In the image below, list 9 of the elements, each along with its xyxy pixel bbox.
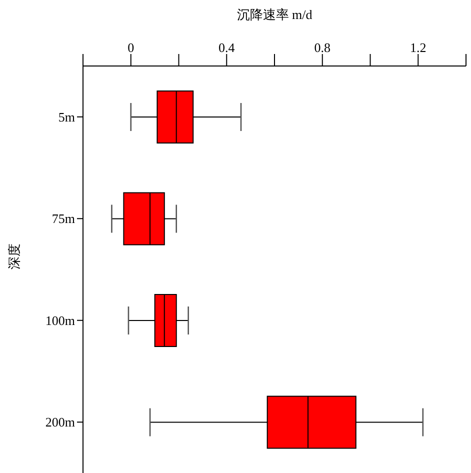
y-tick-label: 100m bbox=[45, 312, 75, 328]
x-tick-label: 0.8 bbox=[314, 40, 330, 55]
y-tick-label: 5m bbox=[58, 109, 75, 124]
y-tick-label: 200m bbox=[45, 414, 75, 430]
y-tick-label: 75m bbox=[52, 211, 75, 226]
x-tick-label: 0 bbox=[128, 40, 134, 55]
x-axis-title: 沉降速率 m/d bbox=[236, 7, 313, 22]
x-tick-label: 1.2 bbox=[410, 40, 426, 55]
x-tick-label: 0.4 bbox=[218, 40, 236, 55]
